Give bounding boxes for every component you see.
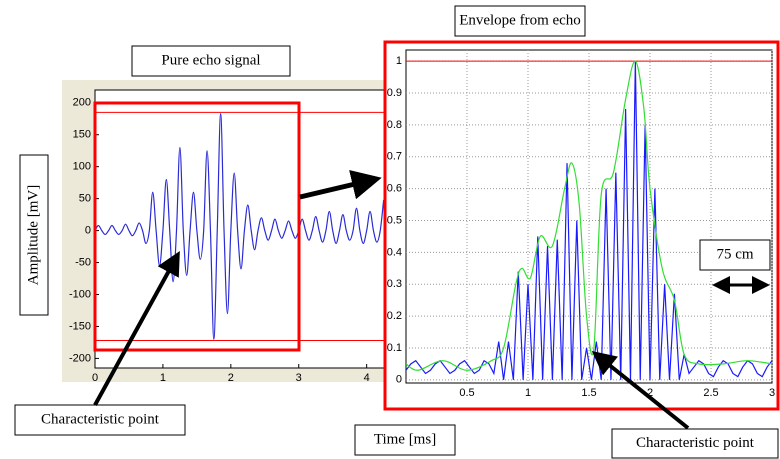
y-tick-label: -50 — [75, 256, 91, 268]
x-tick-label: 1.5 — [581, 387, 596, 399]
label: Pure echo signal — [161, 52, 260, 68]
label-box — [14, 404, 186, 436]
y-tick-label: 0.8 — [387, 119, 402, 131]
y-tick-label: 0 — [85, 225, 91, 237]
arrow — [591, 351, 690, 430]
y-tick-label: 0.5 — [387, 214, 402, 226]
label-box — [354, 424, 456, 456]
label-box — [454, 5, 586, 37]
label-box — [19, 154, 49, 316]
y-tick-label: -100 — [69, 288, 91, 300]
y-tick-label: 0.3 — [387, 278, 402, 290]
x-tick-label: 3 — [296, 372, 302, 384]
x-tick-label: 2.5 — [703, 387, 718, 399]
y-tick-label: -150 — [69, 320, 91, 332]
y-tick-label: 1 — [396, 55, 402, 67]
x-tick-label: 2 — [647, 387, 653, 399]
signal-line — [406, 61, 772, 380]
signal-line — [406, 60, 772, 371]
y-tick-label: 200 — [73, 97, 91, 109]
x-tick-label: 4 — [364, 372, 370, 384]
plot-area — [94, 89, 386, 369]
signal-line — [95, 113, 385, 340]
plot-area — [405, 49, 773, 384]
y-tick-label: 0.4 — [387, 246, 402, 258]
y-tick-label: 0.9 — [387, 87, 402, 99]
arrows — [93, 169, 770, 430]
label: Characteristic point — [41, 411, 160, 427]
label: Amplitude [mV] — [25, 185, 41, 285]
y-tick-label: 0.2 — [387, 310, 402, 322]
right-chart: 0 0.1 0.2 0.3 0.4 0.5 0.6 0.7 0.8 0.9 1 0.5 1 1.5 2 2.5… — [354, 5, 780, 459]
label: Envelope from echo — [459, 12, 581, 28]
x-tick-label: 2 — [228, 372, 234, 384]
x-tick-label: 1 — [160, 372, 166, 384]
arrow — [299, 169, 382, 200]
y-tick-label: 150 — [73, 129, 91, 141]
y-tick-label: 0.7 — [387, 151, 402, 163]
x-tick-label: 1 — [525, 387, 531, 399]
label: 75 cm — [716, 246, 753, 262]
x-tick-label: 0.5 — [459, 387, 474, 399]
label-box — [131, 45, 291, 77]
y-tick-label: -200 — [69, 352, 91, 364]
label-box — [699, 239, 771, 271]
y-tick-label: 100 — [73, 161, 91, 173]
arrow — [93, 250, 180, 406]
y-tick-label: 50 — [79, 193, 91, 205]
x-tick-label: 3 — [769, 387, 775, 399]
label: Characteristic point — [636, 435, 755, 451]
y-tick-label: 0 — [396, 374, 402, 386]
label-box — [611, 428, 779, 459]
label: Time [ms] — [374, 431, 436, 447]
highlight-box — [93, 101, 301, 352]
y-tick-label: 0.1 — [387, 342, 402, 354]
x-tick-label: 0 — [92, 372, 98, 384]
y-tick-label: 0.6 — [387, 183, 402, 195]
